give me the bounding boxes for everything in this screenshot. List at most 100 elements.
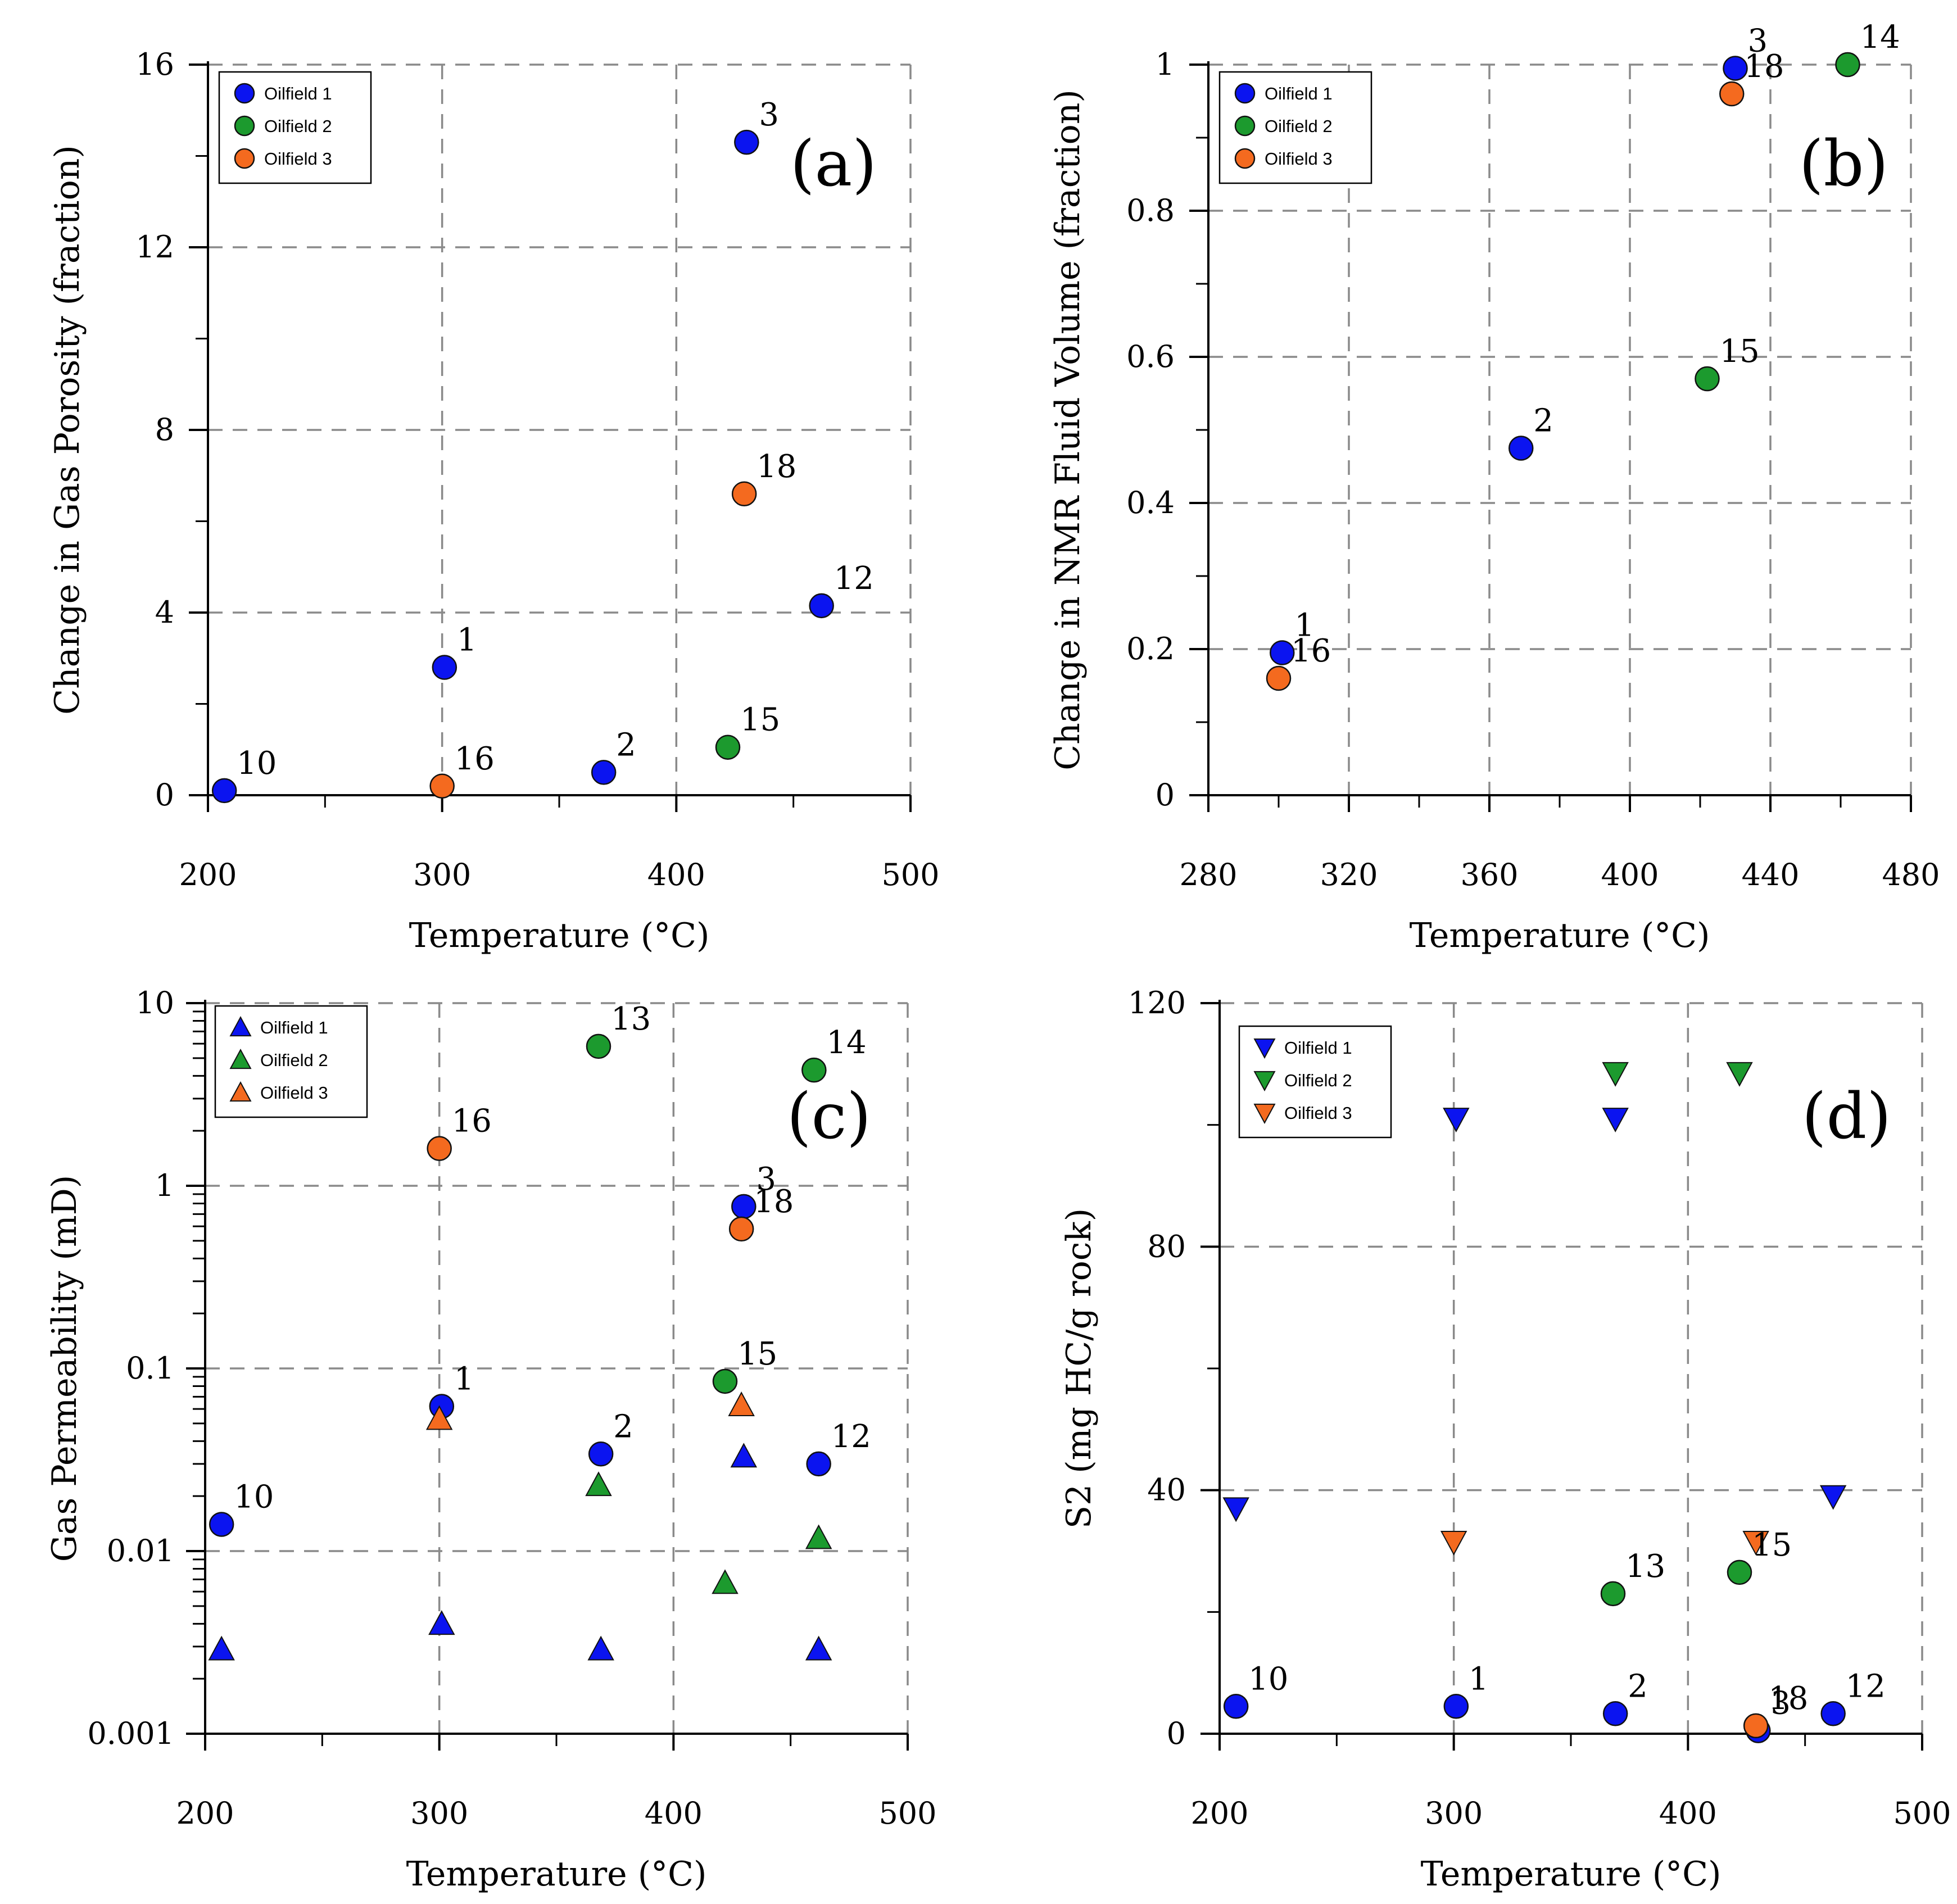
point-label: 2	[613, 1408, 633, 1445]
point-oilfield-1-circle	[731, 1194, 756, 1220]
x-axis-title: Temperature (°C)	[1410, 916, 1710, 955]
x-tick-label: 500	[878, 1796, 936, 1831]
legend-label: Oilfield 2	[260, 1050, 328, 1070]
point-oilfield-1-triangle-up	[428, 1610, 455, 1635]
y-tick-label: 0.8	[1126, 193, 1175, 228]
y-tick-label: 0.001	[87, 1716, 174, 1751]
point-label: 14	[1860, 19, 1900, 56]
y-tick-label: 1	[155, 1168, 174, 1203]
grid	[1208, 64, 1912, 795]
point-oilfield-3-circle	[1743, 1713, 1769, 1739]
point-oilfield-1-triangle-up	[208, 1635, 235, 1661]
point-label: 13	[1625, 1548, 1665, 1585]
legend-swatch	[1234, 83, 1256, 104]
point-oilfield-3-circle	[427, 1136, 452, 1161]
point-oilfield-2-triangle-up	[712, 1569, 739, 1594]
legend: Oilfield 1 Oilfield 2 Oilfield 3	[1238, 1025, 1392, 1139]
data-points: 1 2 3 15 14 16 18	[1266, 19, 1900, 691]
x-axis-title: Temperature (°C)	[406, 1855, 707, 1894]
legend-label: Oilfield 3	[1265, 149, 1333, 169]
legend-swatch	[234, 148, 255, 169]
legend: Oilfield 1 Oilfield 2 Oilfield 3	[1218, 71, 1372, 184]
point-label: 13	[611, 1001, 651, 1037]
point-label: 15	[1752, 1527, 1792, 1563]
point-oilfield-1-circle	[591, 760, 617, 785]
legend-swatch	[234, 83, 255, 104]
point-oilfield-1-triangle-down	[1222, 1497, 1249, 1522]
point-oilfield-2-triangle-up	[805, 1524, 832, 1549]
point-oilfield-2-circle	[1835, 52, 1860, 78]
point-label: 1	[454, 1361, 474, 1397]
point-label: 3	[1748, 23, 1768, 60]
point-oilfield-3-triangle-up	[425, 1405, 453, 1430]
point-label: 10	[1248, 1661, 1288, 1697]
legend-label: Oilfield 1	[1284, 1038, 1352, 1058]
y-tick-label: 8	[155, 412, 174, 447]
point-label: 18	[1768, 1680, 1808, 1717]
panel-label: (a)	[790, 128, 877, 201]
point-oilfield-1-triangle-down	[1443, 1108, 1470, 1132]
point-label: 18	[754, 1184, 794, 1220]
legend-label: Oilfield 3	[1284, 1103, 1352, 1123]
legend-swatch	[1253, 1071, 1276, 1091]
point-oilfield-1-triangle-down	[1819, 1485, 1847, 1510]
point-label: 2	[1533, 403, 1553, 439]
legend: Oilfield 1 Oilfield 2 Oilfield 3	[218, 71, 372, 184]
point-label: 18	[1744, 48, 1784, 85]
panel-label: (d)	[1802, 1080, 1891, 1153]
point-oilfield-1-triangle-up	[587, 1635, 614, 1661]
x-tick-label: 400	[647, 857, 705, 892]
panel-label: (b)	[1799, 128, 1888, 201]
grid	[1220, 1002, 1923, 1734]
x-tick-label: 300	[410, 1796, 468, 1831]
point-label: 15	[740, 702, 780, 738]
x-tick-label: 280	[1179, 857, 1237, 892]
point-oilfield-1-circle	[1508, 436, 1534, 461]
legend-label: Oilfield 2	[264, 116, 332, 136]
legend-swatch	[1234, 115, 1256, 137]
point-oilfield-1-circle	[1443, 1694, 1469, 1719]
legend-swatch	[234, 115, 255, 137]
y-tick-label: 4	[155, 595, 174, 630]
y-axis-title: Gas Permeability (mD)	[45, 1175, 84, 1562]
x-tick-label: 300	[1425, 1796, 1483, 1831]
x-tick-label: 400	[1601, 857, 1659, 892]
legend-label: Oilfield 1	[264, 84, 332, 103]
x-tick-label: 360	[1460, 857, 1518, 892]
x-tick-label: 480	[1882, 857, 1940, 892]
y-tick-label: 80	[1147, 1228, 1186, 1264]
legend-label: Oilfield 3	[260, 1083, 328, 1103]
point-label: 1	[1469, 1661, 1489, 1697]
point-oilfield-3-circle	[728, 1216, 754, 1242]
x-tick-label: 200	[176, 1796, 234, 1831]
y-axis-title: Change in NMR Fluid Volume (fraction)	[1048, 89, 1088, 770]
y-axis-title: Change in Gas Porosity (fraction)	[48, 145, 87, 715]
point-oilfield-3-triangle-down	[1742, 1531, 1769, 1556]
point-label: 16	[452, 1103, 492, 1140]
point-oilfield-1-circle	[1223, 1694, 1249, 1719]
point-label: 10	[234, 1479, 274, 1516]
y-tick-label: 0.1	[126, 1350, 174, 1386]
legend-swatch	[229, 1081, 252, 1102]
point-label: 3	[756, 1161, 776, 1198]
x-tick-label: 440	[1741, 857, 1799, 892]
point-oilfield-1-circle	[209, 1512, 234, 1537]
legend-label: Oilfield 1	[1265, 84, 1333, 103]
x-tick-label: 400	[1659, 1796, 1717, 1831]
point-oilfield-1-circle	[734, 129, 759, 155]
point-oilfield-3-circle	[1719, 81, 1745, 107]
point-oilfield-1-circle	[588, 1441, 614, 1467]
point-label: 2	[1628, 1668, 1648, 1704]
point-oilfield-3-circle	[731, 481, 757, 506]
point-oilfield-1-circle	[1820, 1701, 1846, 1726]
legend-swatch	[1253, 1038, 1276, 1059]
point-label: 3	[759, 97, 779, 133]
legend-label: Oilfield 1	[260, 1018, 328, 1037]
legend-label: Oilfield 2	[1284, 1071, 1352, 1090]
point-label: 10	[237, 745, 277, 782]
point-label: 16	[1291, 633, 1331, 669]
point-label: 15	[737, 1336, 777, 1372]
point-oilfield-1-circle	[211, 778, 237, 804]
